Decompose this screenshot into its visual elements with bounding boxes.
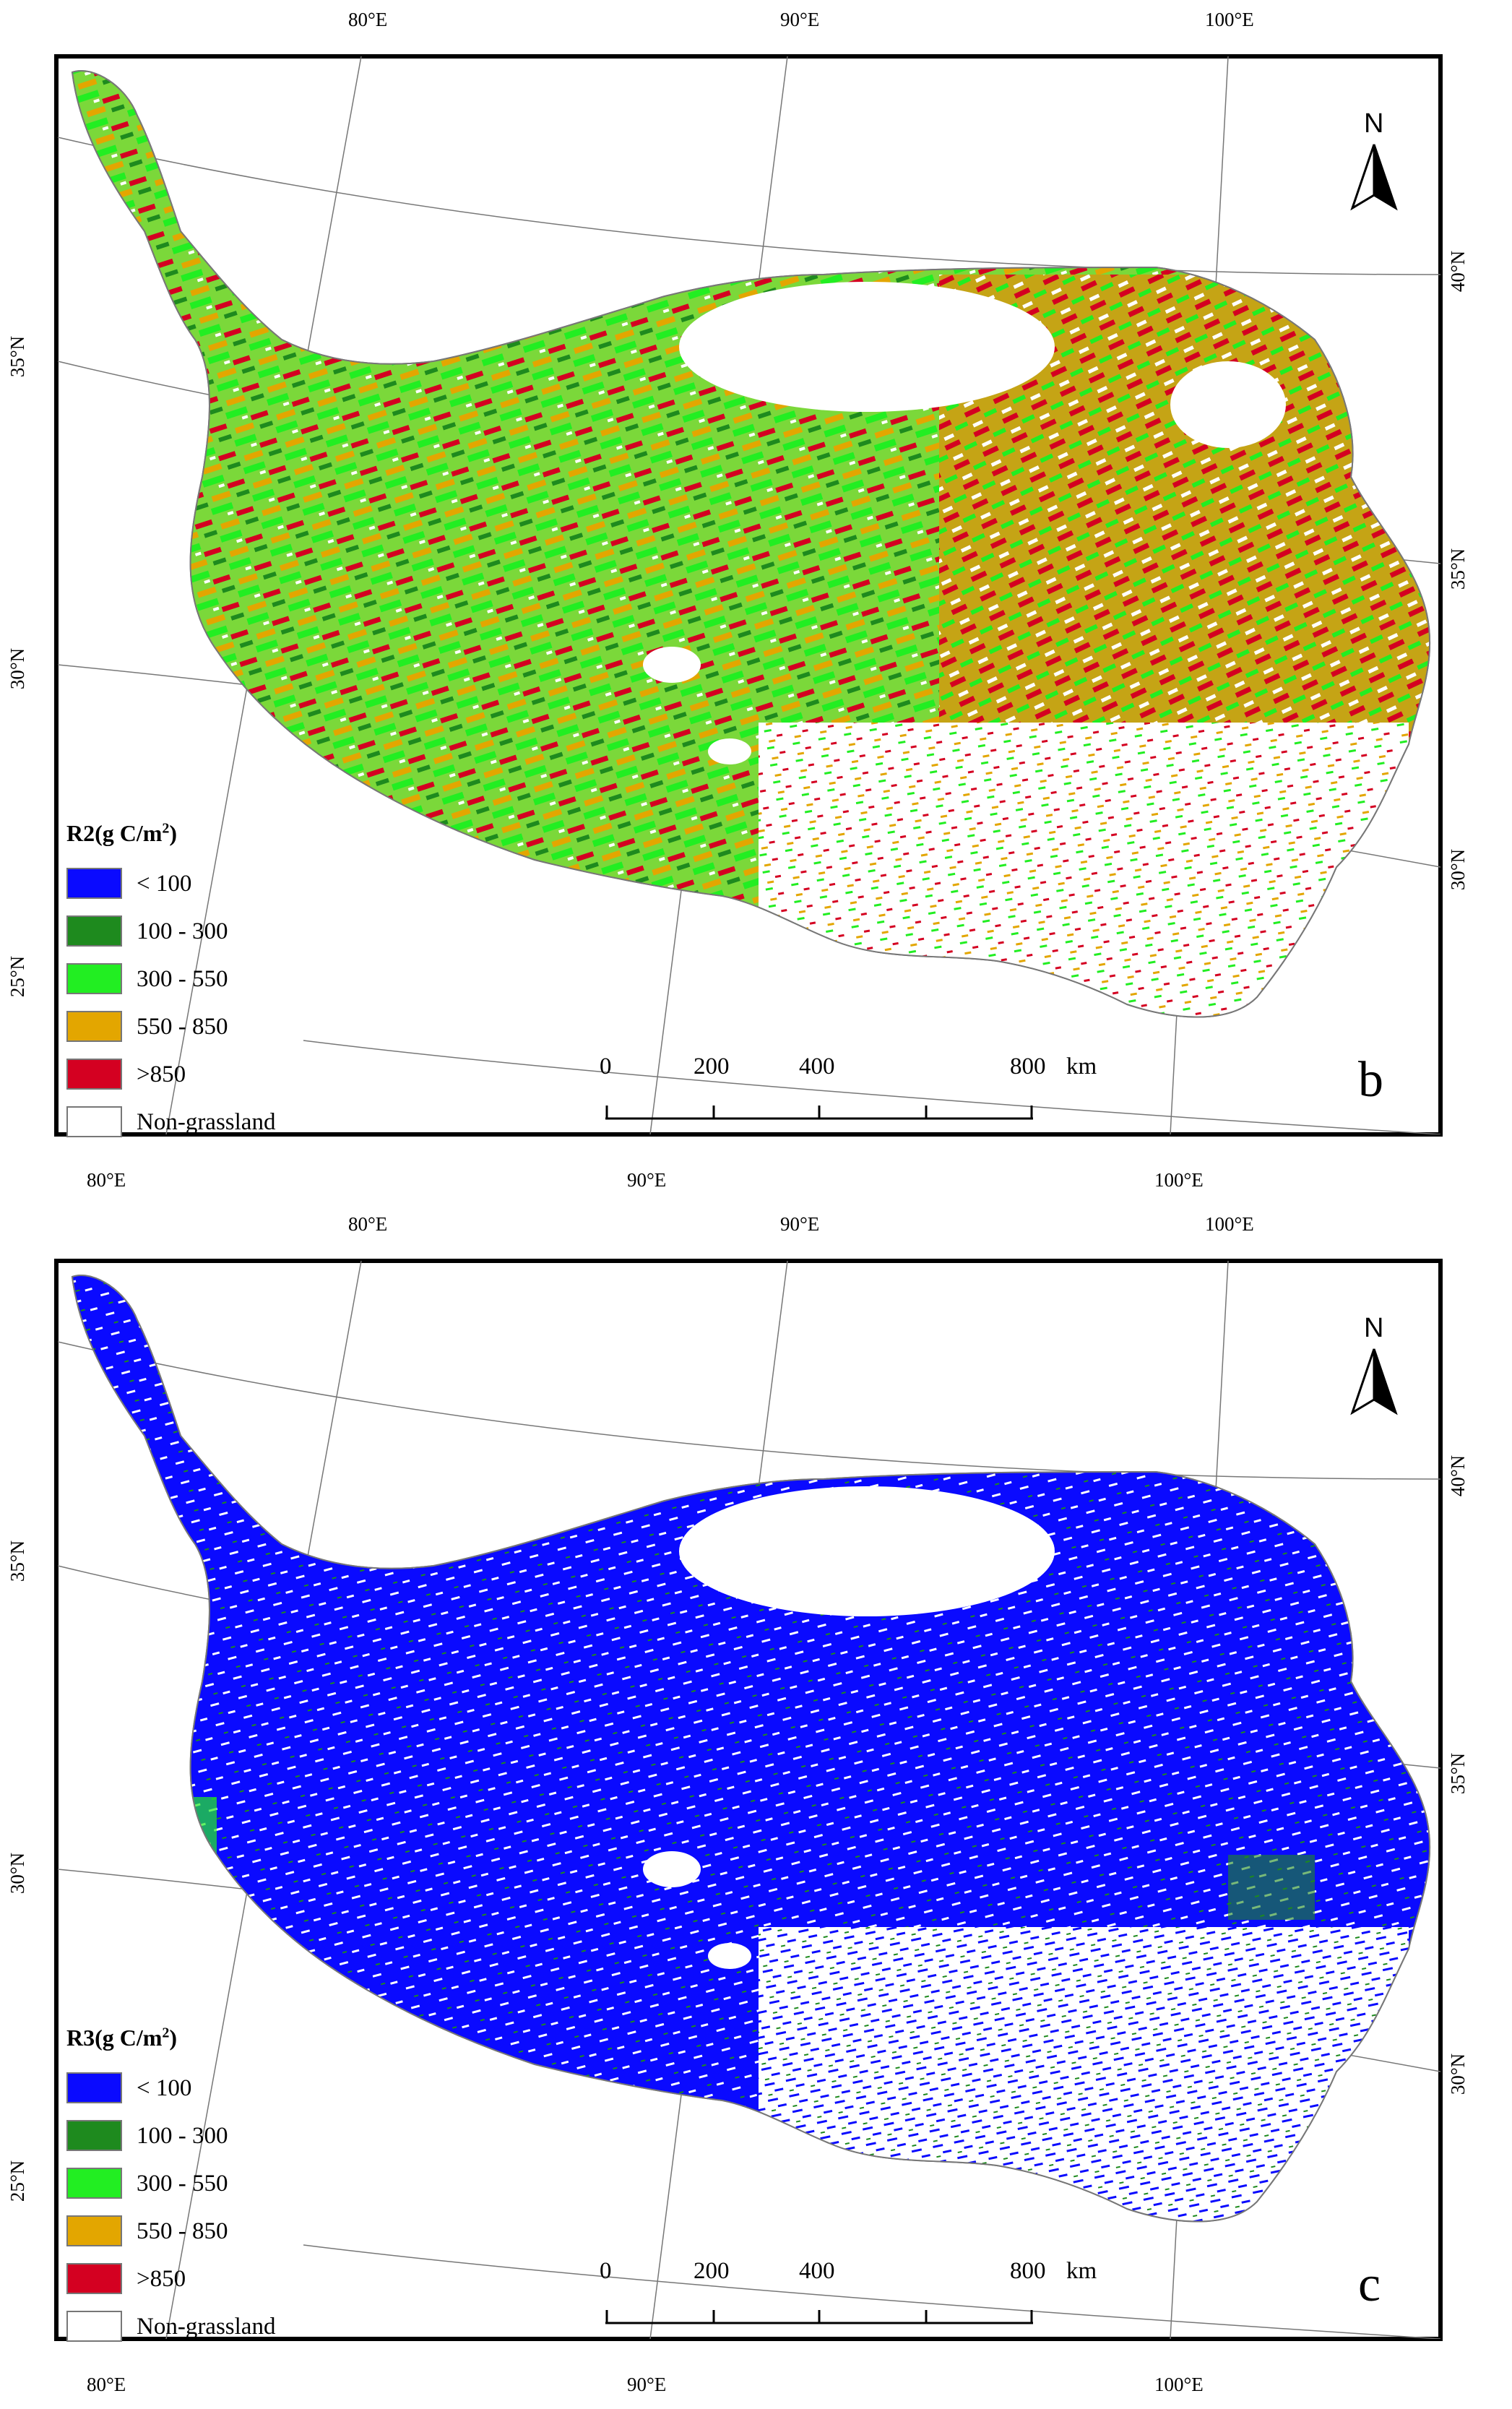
map-panel-b: 80°E 90°E 100°E 80°E 90°E 100°E 35°N 30°… [0,0,1512,1204]
legend-swatch [66,2072,122,2103]
scale-bar [605,1106,1033,1120]
lat-tick-left: 25°N [7,2160,29,2202]
scale-label: 400 [799,1053,835,1079]
legend-title: R2(g C/m2) [66,820,178,846]
legend-label: Non-grassland [137,2314,276,2340]
legend-swatch [66,2120,122,2151]
lon-tick-top: 80°E [348,9,388,30]
legend-swatch [66,2263,122,2294]
lat-tick-right: 40°N [1447,1455,1469,1497]
legend-label: 300 - 550 [137,966,228,992]
lon-tick-bottom: 80°E [87,2374,126,2395]
legend-label: < 100 [137,2075,192,2101]
legend-swatch [66,1011,122,1042]
legend-label: < 100 [137,871,192,897]
scale-unit: km [1066,1053,1097,1079]
lon-tick-bottom: 80°E [87,1169,126,1191]
lon-tick-top: 90°E [780,1213,820,1235]
legend-label: 550 - 850 [137,2218,228,2244]
legend-label: >850 [137,2266,186,2292]
lon-tick-top: 100°E [1205,9,1254,30]
lon-tick-bottom: 100°E [1154,1169,1204,1191]
scale-label: 0 [600,2258,612,2284]
lat-tick-left: 25°N [7,955,29,998]
lon-tick-bottom: 90°E [627,1169,667,1191]
graticule-line [57,137,1440,275]
scale-label: 800 [1010,1053,1046,1079]
legend-swatch [66,868,122,899]
graticule-line [303,1040,1440,1134]
legend-swatch [66,963,122,994]
lon-tick-top: 100°E [1205,1213,1254,1235]
north-label: N [1364,1313,1384,1343]
lat-tick-right: 30°N [1447,848,1469,891]
legend-label: 300 - 550 [137,2171,228,2197]
north-arrow-icon [1350,144,1398,211]
north-label: N [1364,108,1384,139]
legend-swatch [66,1059,122,1090]
legend-label: 100 - 300 [137,918,228,944]
scale-label: 400 [799,2258,835,2284]
lon-tick-bottom: 100°E [1154,2374,1204,2395]
graticule-line [303,2244,1440,2339]
scale-label: 0 [600,1053,612,1079]
scale-label: 200 [694,1053,730,1079]
scale-bar [605,2310,1033,2324]
lon-tick-top: 80°E [348,1213,388,1235]
lat-tick-right: 35°N [1447,548,1469,590]
panel-letter: b [1358,1052,1383,1108]
panel-letter: c [1358,2257,1381,2312]
lat-tick-left: 30°N [7,647,29,690]
lat-tick-left: 35°N [7,1540,29,1582]
graticule-line [57,1341,1440,1480]
scale-unit: km [1066,2258,1097,2284]
lat-tick-right: 30°N [1447,2053,1469,2095]
lat-tick-left: 30°N [7,1852,29,1895]
scale-label: 800 [1010,2258,1046,2284]
map-panel-c: 80°E 90°E 100°E 80°E 90°E 100°E 35°N 30°… [0,1204,1512,2409]
lat-tick-left: 35°N [7,335,29,378]
lat-tick-right: 40°N [1447,250,1469,293]
legend-swatch [66,2215,122,2246]
legend-swatch [66,2311,122,2342]
legend-swatch [66,1106,122,1137]
legend-label: Non-grassland [137,1109,276,1135]
legend-title: R3(g C/m2) [66,2025,178,2051]
map-canvas [54,1259,1443,2341]
legend-label: 550 - 850 [137,1014,228,1040]
legend-swatch [66,915,122,947]
legend-label: 100 - 300 [137,2123,228,2149]
map-canvas [54,54,1443,1137]
legend-swatch [66,2168,122,2199]
north-arrow-icon [1350,1348,1398,1415]
lon-tick-top: 90°E [780,9,820,30]
scale-label: 200 [694,2258,730,2284]
legend-label: >850 [137,1061,186,1087]
lon-tick-bottom: 90°E [627,2374,667,2395]
lat-tick-right: 35°N [1447,1752,1469,1795]
